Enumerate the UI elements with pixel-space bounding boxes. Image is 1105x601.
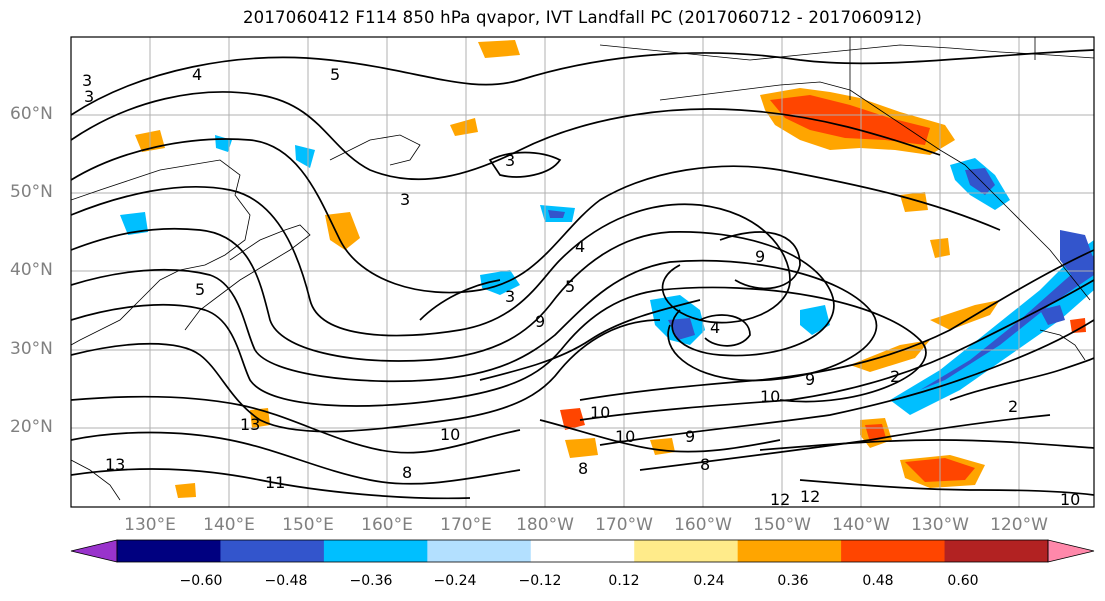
colorbar-tick-label: −0.60 — [179, 573, 223, 589]
colorbar-segment — [530, 540, 635, 562]
contour-label: 8 — [578, 459, 588, 478]
lat-label-30n: 30°N — [10, 339, 53, 359]
colorbar-segment — [117, 540, 221, 562]
map-frame — [70, 36, 1095, 508]
contour-label: 3 — [400, 190, 410, 209]
colorbar-segment — [841, 540, 946, 562]
contour-label: 5 — [330, 65, 340, 84]
lat-label-40n: 40°N — [10, 260, 53, 280]
colorbar — [70, 539, 1095, 563]
contour-label: 11 — [265, 473, 285, 492]
lon-label-130e: 130°E — [124, 515, 176, 535]
coastlines — [71, 37, 1094, 501]
colorbar-arrow-high — [1047, 539, 1095, 563]
colorbar-segment — [944, 540, 1049, 562]
contour-label: 12 — [800, 487, 820, 506]
contour-label: 4 — [575, 237, 585, 256]
contour-label: 2 — [1008, 397, 1018, 416]
contour-label: 4 — [192, 65, 202, 84]
lon-label-160e: 160°E — [361, 515, 413, 535]
lon-label-180w: 180°W — [516, 515, 574, 535]
contour-label: 10 — [760, 387, 780, 406]
contour-label: 5 — [195, 280, 205, 299]
contour-label: 3 — [505, 287, 515, 306]
colorbar-segment — [323, 540, 428, 562]
contour-label: 10 — [1060, 490, 1080, 509]
contour-label: 8 — [700, 455, 710, 474]
lat-label-50n: 50°N — [10, 182, 53, 202]
qvapor-contours — [71, 49, 1094, 500]
contour-label: 5 — [565, 277, 575, 296]
contour-label: 10 — [440, 425, 460, 444]
lat-label-20n: 20°N — [10, 417, 53, 437]
colorbar-tick-label: 0.48 — [862, 573, 894, 589]
contour-labels: 3 4 5 3 3 2 3 3 4 5 9 9 4 10 10 12 13 11… — [82, 65, 1080, 509]
map-plot-area: 3 4 5 3 3 2 3 3 4 5 9 9 4 10 10 12 13 11… — [71, 37, 1094, 509]
colorbar-tick-label: −0.36 — [349, 573, 393, 589]
contour-label: 9 — [755, 247, 765, 266]
map-title: 2017060412 F114 850 hPa qvapor, IVT Land… — [242, 8, 923, 27]
contour-label: 9 — [685, 427, 695, 446]
colorbar-segment — [220, 540, 325, 562]
contour-label: 10 — [615, 427, 635, 446]
lon-label-140e: 140°E — [203, 515, 255, 535]
contour-label: 12 — [770, 490, 790, 509]
lon-label-140w: 140°W — [832, 515, 890, 535]
colorbar-tick-label: 0.12 — [608, 573, 640, 589]
lon-label-130w: 130°W — [911, 515, 969, 535]
colorbar-segment — [737, 540, 842, 562]
contour-label: 10 — [590, 403, 610, 422]
colorbar-arrow-low — [70, 539, 118, 563]
contour-label: 2 — [890, 367, 900, 386]
subtropical-negative-band — [890, 240, 1094, 415]
colorbar-tick-label: 0.24 — [693, 573, 725, 589]
lon-label-120w: 120°W — [990, 515, 1048, 535]
colorbar-tick-label: −0.48 — [264, 573, 308, 589]
contour-label: 9 — [535, 312, 545, 331]
offshore-positive-band — [930, 300, 1000, 330]
contour-label: 3 — [505, 151, 515, 170]
lon-label-150w: 150°W — [753, 515, 811, 535]
contour-label: 13 — [240, 415, 260, 434]
colorbar-frame — [116, 539, 1049, 563]
contour-label: 13 — [105, 455, 125, 474]
scattered-positive-patch — [325, 212, 360, 250]
contour-label: 9 — [805, 370, 815, 389]
colorbar-segment — [634, 540, 739, 562]
contour-label: 3 — [84, 87, 94, 106]
lat-label-60n: 60°N — [10, 104, 53, 124]
contour-label: 8 — [402, 463, 412, 482]
colorbar-tick-label: 0.36 — [777, 573, 809, 589]
lon-label-170w: 170°W — [595, 515, 653, 535]
colorbar-tick-label: −0.24 — [433, 573, 477, 589]
colorbar-tick-label: 0.60 — [947, 573, 979, 589]
lon-label-170e: 170°E — [440, 515, 492, 535]
anomaly-shading — [120, 40, 1094, 498]
contour-label: 4 — [710, 318, 720, 337]
colorbar-tick-label: −0.12 — [518, 573, 562, 589]
contour-label: 3 — [82, 71, 92, 90]
alaska-strong-patch — [770, 95, 930, 145]
lon-label-160w: 160°W — [674, 515, 732, 535]
colorbar-segment — [427, 540, 532, 562]
lon-label-150e: 150°E — [282, 515, 334, 535]
